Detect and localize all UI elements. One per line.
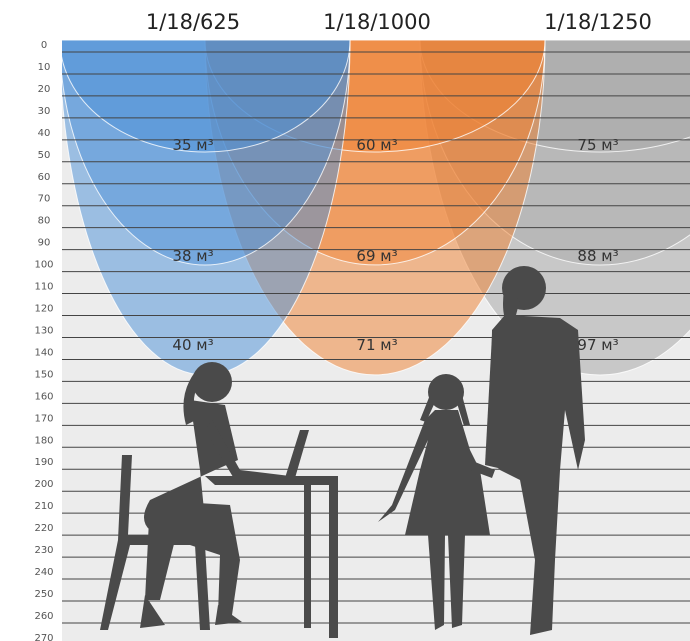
row-label: 100	[34, 260, 53, 271]
row-label: 270	[34, 633, 53, 641]
row-label: 160	[34, 391, 53, 402]
legs	[428, 535, 465, 630]
head	[428, 374, 464, 410]
beams	[62, 40, 690, 376]
row-label: 240	[34, 567, 53, 578]
column-title: 1/18/1000	[323, 10, 431, 34]
row-label: 140	[34, 347, 53, 358]
row-label: 40	[38, 128, 51, 139]
column-title: 1/18/625	[146, 10, 240, 34]
volume-label: 69 м³	[356, 247, 397, 265]
row-label: 250	[34, 589, 53, 600]
volume-label: 35 м³	[172, 136, 213, 154]
volume-label: 71 м³	[356, 336, 397, 354]
row-label: 180	[34, 435, 53, 446]
labels: 0 10 20 30 40 50 60 70 80 90 100 110 120 130 140 150 160…	[34, 10, 651, 641]
desk	[205, 476, 338, 638]
row-label: 190	[34, 457, 53, 468]
silhouettes	[100, 266, 585, 638]
braids	[420, 395, 470, 426]
arm	[485, 335, 505, 468]
body	[490, 315, 585, 635]
volume-label: 38 м³	[172, 247, 213, 265]
legs	[145, 500, 240, 615]
row-label: 150	[34, 369, 53, 380]
row-label: 200	[34, 479, 53, 490]
volume-label: 97 м³	[577, 336, 618, 354]
laptop	[285, 430, 309, 478]
volume-label: 40 м³	[172, 336, 213, 354]
row-label: 30	[38, 106, 51, 117]
row-label: 210	[34, 501, 53, 512]
row-label: 20	[38, 84, 51, 95]
row-label: 220	[34, 523, 53, 534]
row-label: 130	[34, 325, 53, 336]
volume-label: 88 м³	[577, 247, 618, 265]
row-label: 170	[34, 413, 53, 424]
row-label: 0	[41, 40, 47, 51]
row-label: 70	[38, 194, 51, 205]
row-label: 110	[34, 282, 53, 293]
row-label: 80	[38, 216, 51, 227]
arm	[458, 415, 495, 478]
arm	[205, 420, 292, 482]
row-label: 90	[38, 238, 51, 249]
row-label: 10	[38, 62, 51, 73]
row-label: 260	[34, 611, 53, 622]
hair	[183, 372, 200, 425]
chair	[100, 455, 210, 630]
volume-label: 75 м³	[577, 136, 618, 154]
row-label: 50	[38, 150, 51, 161]
row-label: 120	[34, 304, 53, 315]
volume-label: 60 м³	[356, 136, 397, 154]
feet	[140, 595, 242, 628]
ruler	[62, 51, 690, 624]
row-label: 230	[34, 545, 53, 556]
head	[192, 362, 232, 402]
row-label: 60	[38, 172, 51, 183]
column-title: 1/18/1250	[544, 10, 652, 34]
